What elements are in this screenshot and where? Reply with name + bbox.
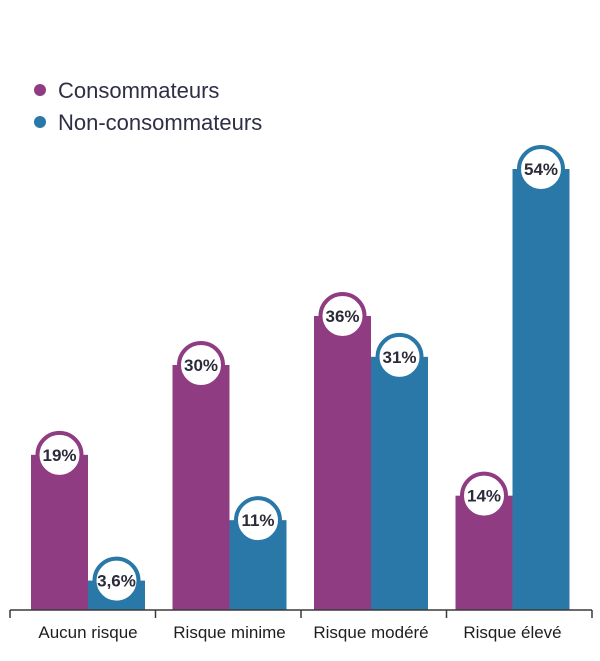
value-badge <box>517 145 565 193</box>
data-label: 14% <box>467 487 501 506</box>
bar-consommateurs-risque-minime <box>172 365 230 610</box>
x-tick-label: Risque modéré <box>313 623 428 642</box>
bar-consommateurs-risque-modéré <box>314 316 371 610</box>
legend-label-consommateurs: Consommateurs <box>58 78 219 103</box>
value-badge <box>460 471 508 520</box>
value-badge <box>177 341 225 389</box>
data-label: 31% <box>382 348 416 367</box>
legend-label-non-consommateurs: Non-consommateurs <box>58 110 262 135</box>
legend-marker-consommateurs <box>34 84 46 96</box>
x-tick-label: Aucun risque <box>38 623 137 642</box>
bars-group <box>31 169 570 610</box>
value-badge <box>375 332 424 381</box>
x-axis: Aucun risque Risque minime Risque modéré Ri… <box>9 609 593 642</box>
value-badge <box>35 430 84 479</box>
legend: Consommateurs Non-consommateurs <box>34 78 262 135</box>
data-label: 54% <box>524 160 558 179</box>
data-label: 3,6% <box>97 572 136 591</box>
legend-marker-non-consommateurs <box>34 116 46 128</box>
x-tick-label: Risque élevé <box>463 623 561 642</box>
data-label: 36% <box>325 307 359 326</box>
value-badge <box>234 496 282 545</box>
x-tick-label: Risque minime <box>173 623 285 642</box>
bar-non-consommateurs-risque-élevé <box>512 169 570 610</box>
data-labels-group: 19% 3,6% 30% 11% 36% 31% 14% 54% <box>35 145 565 605</box>
value-badge <box>92 556 141 605</box>
value-badge <box>318 292 367 340</box>
bar-non-consommateurs-risque-modéré <box>371 356 428 610</box>
bar-consommateurs-aucun-risque <box>31 454 88 610</box>
data-label: 19% <box>42 446 76 465</box>
data-label: 11% <box>241 511 274 530</box>
data-label: 30% <box>184 356 218 375</box>
